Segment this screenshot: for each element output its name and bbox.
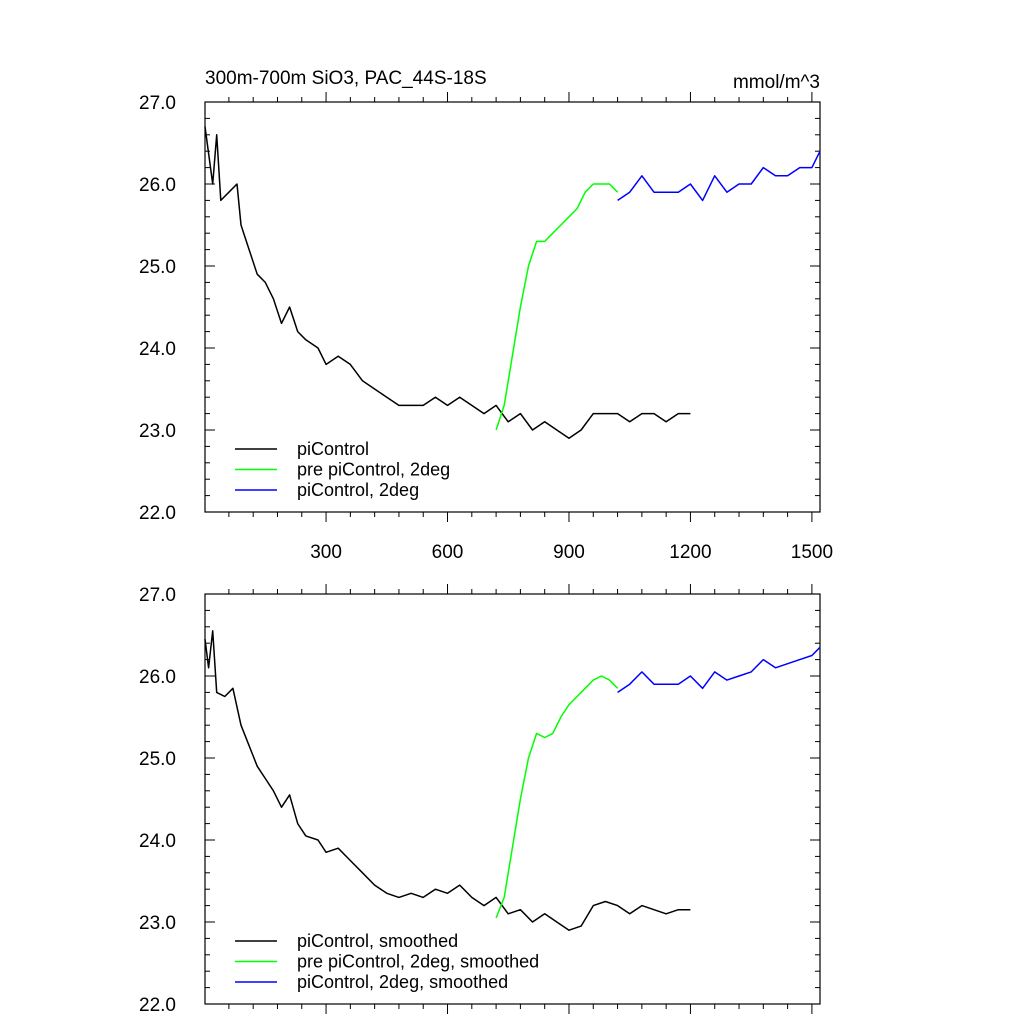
y-tick-label: 26.0	[139, 667, 176, 688]
y-tick-label: 27.0	[139, 585, 176, 606]
y-tick-label: 22.0	[139, 995, 176, 1016]
legend-label: piControl, smoothed	[297, 931, 458, 951]
y-tick-label: 27.0	[139, 93, 176, 114]
plot-frame	[204, 101, 821, 513]
legend-label: piControl, 2deg, smoothed	[297, 972, 508, 992]
x-tick-label: 1500	[791, 542, 833, 563]
chart-units: mmol/m^3	[733, 72, 820, 93]
series-line-pre-picontrol-2deg	[495, 183, 619, 431]
x-tick-label: 300	[310, 542, 342, 563]
plot-frame	[204, 593, 821, 1005]
legend-label: piControl	[297, 439, 369, 459]
series-line-picontrol	[204, 126, 691, 439]
y-tick-label: 26.0	[139, 175, 176, 196]
legend-label: pre piControl, 2deg, smoothed	[297, 952, 539, 972]
bottom-panel: 22.0 23.0 24.0 25.0 26.0 27.0 piControl, smoot…	[139, 584, 821, 1016]
y-tick-label: 22.0	[139, 503, 176, 524]
chart-title: 300m-700m SiO3, PAC_44S-18S	[205, 68, 487, 89]
legend-label: pre piControl, 2deg	[297, 460, 450, 480]
top-panel: 22.0 23.0 24.0 25.0 26.0 27.0 300 600 900 1200 150…	[139, 92, 833, 563]
y-tick-label: 24.0	[139, 339, 176, 360]
x-tick-label: 600	[432, 542, 464, 563]
y-tick-label: 25.0	[139, 257, 176, 278]
x-tick-label: 1200	[669, 542, 711, 563]
series-line-picontrol-2deg	[617, 150, 821, 202]
y-tick-label: 25.0	[139, 749, 176, 770]
y-tick-label: 24.0	[139, 831, 176, 852]
series-line-picontrol-2deg-smoothed	[617, 646, 821, 694]
legend-label: piControl, 2deg	[297, 480, 419, 500]
y-tick-label: 23.0	[139, 421, 176, 442]
y-tick-label: 23.0	[139, 913, 176, 934]
series-line-picontrol-smoothed	[204, 630, 691, 931]
x-tick-label: 900	[553, 542, 585, 563]
series-line-pre-picontrol-2deg-smoothed	[495, 675, 619, 919]
